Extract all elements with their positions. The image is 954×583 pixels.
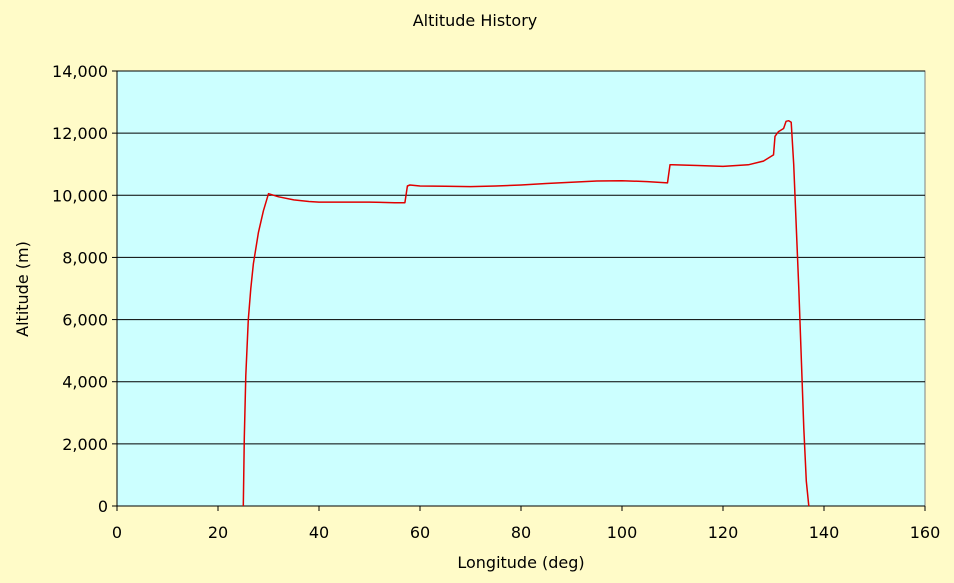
- plot-area: [116, 70, 926, 507]
- x-tick-label: 140: [809, 523, 840, 542]
- y-tick-label: 0: [98, 497, 108, 516]
- y-tick-label: 6,000: [62, 311, 108, 330]
- x-axis: 0 20 40 60 80 100 120 140 160: [112, 505, 941, 542]
- y-axis-title: Altitude (m): [13, 241, 32, 337]
- grid-lines: [117, 70, 925, 445]
- y-tick-label: 14,000: [52, 62, 108, 81]
- x-axis-title: Longitude (deg): [457, 553, 584, 572]
- y-tick-label: 10,000: [52, 186, 108, 205]
- y-tick-label: 8,000: [62, 248, 108, 267]
- y-tick-label: 4,000: [62, 373, 108, 392]
- x-tick-label: 20: [208, 523, 228, 542]
- y-axis: 0 2,000 4,000 6,000 8,000 10,000 12,000 14,000: [52, 62, 118, 516]
- series-group: [242, 119, 810, 507]
- x-tick-label: 160: [910, 523, 941, 542]
- x-tick-label: 80: [511, 523, 531, 542]
- y-tick-label: 12,000: [52, 124, 108, 143]
- x-tick-label: 120: [708, 523, 739, 542]
- x-tick-label: 40: [309, 523, 329, 542]
- y-tick-label: 2,000: [62, 435, 108, 454]
- series-line: [242, 119, 810, 507]
- x-tick-label: 0: [112, 523, 122, 542]
- x-tick-label: 100: [607, 523, 638, 542]
- chart-title: Altitude History: [413, 11, 538, 30]
- x-tick-label: 60: [410, 523, 430, 542]
